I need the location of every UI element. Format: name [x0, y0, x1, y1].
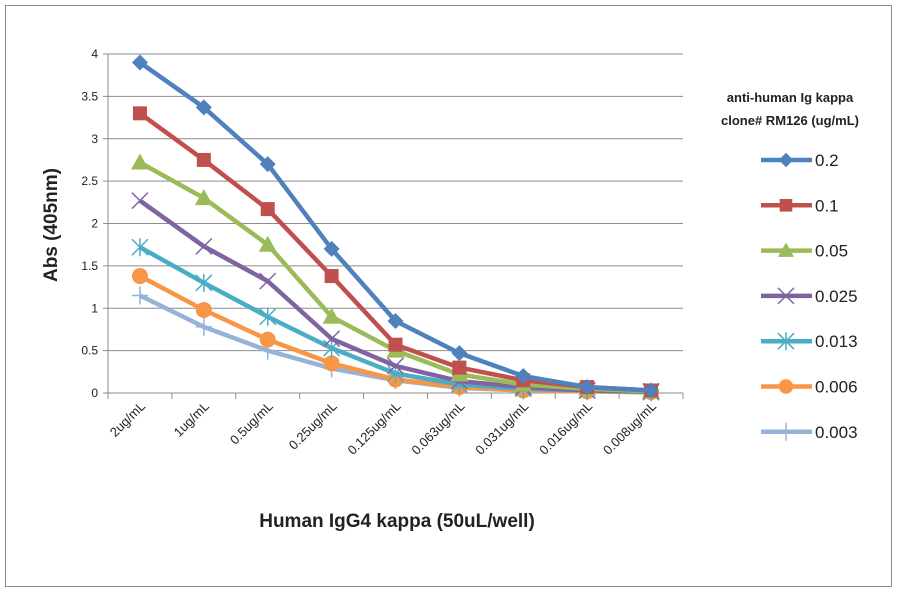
legend-item-0.1: 0.1	[761, 196, 839, 215]
data-point-diamond	[259, 156, 276, 173]
data-point-circle	[195, 301, 212, 318]
data-point-square	[132, 106, 147, 121]
legend: anti-human Ig kappa clone# RM126 (ug/mL)…	[721, 90, 859, 442]
data-point-diamond	[643, 382, 660, 399]
data-point-star	[259, 307, 277, 326]
legend-item-0.2: 0.2	[761, 151, 839, 170]
legend-label: 0.006	[815, 378, 858, 397]
data-point-x	[777, 287, 795, 305]
data-point-plus	[778, 422, 794, 441]
data-point-diamond	[451, 345, 468, 362]
data-point-circle	[259, 331, 276, 348]
data-point-diamond	[515, 368, 532, 385]
data-point-star	[131, 238, 149, 257]
y-tick-label: 1	[91, 301, 98, 315]
x-tick-label: 0.016ug/mL	[536, 399, 595, 458]
chart-frame	[5, 5, 892, 587]
y-axis-title: Abs (405nm)	[41, 168, 62, 282]
series-0.2	[131, 54, 660, 399]
y-tick-label: 1.5	[81, 259, 98, 273]
legend-label: 0.05	[815, 242, 848, 261]
y-tick-label: 2.5	[81, 174, 98, 188]
legend-item-0.05: 0.05	[761, 242, 848, 261]
data-point-square	[388, 337, 403, 352]
y-tick-label: 2	[91, 217, 98, 231]
y-tick-labels: 0 0.5 1 1.5 2 2.5 3 3.5 4	[81, 47, 98, 400]
data-point-triangle	[194, 189, 213, 206]
series-lines	[130, 54, 661, 402]
x-tick-label: 2ug/mL	[107, 399, 148, 440]
y-tick-label: 4	[91, 47, 98, 61]
data-point-x	[386, 357, 405, 375]
legend-label: 0.013	[815, 332, 858, 351]
y-tick-label: 0	[91, 386, 98, 400]
data-point-x	[195, 237, 213, 255]
data-point-x	[259, 272, 277, 290]
legend-title-line-2: clone# RM126 (ug/mL)	[721, 113, 859, 128]
data-point-star	[195, 273, 213, 292]
data-point-square	[324, 269, 339, 284]
legend-title-line-1: anti-human Ig kappa	[727, 90, 854, 105]
legend-item-0.025: 0.025	[761, 287, 858, 306]
y-tick-label: 3.5	[81, 89, 98, 103]
y-tick-label: 0.5	[81, 344, 98, 358]
x-tick-label: 0.125ug/mL	[344, 399, 403, 458]
legend-item-0.006: 0.006	[761, 378, 858, 397]
x-tick-label: 0.008ug/mL	[600, 399, 659, 458]
x-tick-labels: 2ug/mL 1ug/mL 0.5ug/mL 0.25ug/mL 0.125ug/mL 0…	[107, 399, 659, 458]
data-point-diamond	[323, 240, 340, 257]
data-point-diamond	[778, 152, 794, 168]
data-point-triangle	[258, 235, 277, 252]
legend-label: 0.025	[815, 287, 858, 306]
data-point-diamond	[387, 312, 404, 329]
x-tick-label: 0.5ug/mL	[227, 399, 276, 448]
data-point-circle	[131, 268, 148, 285]
data-point-star	[777, 332, 795, 351]
legend-item-0.013: 0.013	[761, 332, 858, 351]
legend-item-0.003: 0.003	[761, 423, 858, 442]
data-point-triangle	[777, 242, 795, 257]
x-tick-label: 0.031ug/mL	[472, 399, 531, 458]
data-point-diamond	[195, 99, 212, 116]
data-point-triangle	[322, 307, 341, 324]
data-point-diamond	[131, 54, 148, 71]
x-tick-label: 1ug/mL	[171, 399, 212, 440]
data-point-square	[196, 152, 211, 167]
x-tick-label: 0.25ug/mL	[286, 399, 340, 453]
data-point-square	[452, 360, 467, 375]
data-point-plus	[195, 317, 212, 336]
data-point-circle	[778, 379, 794, 394]
x-tick-label: 0.063ug/mL	[408, 399, 467, 458]
data-point-square	[779, 199, 793, 212]
y-tick-label: 3	[91, 132, 98, 146]
legend-label: 0.1	[815, 196, 839, 215]
data-point-diamond	[579, 379, 596, 396]
data-point-x	[131, 192, 149, 210]
legend-label: 0.2	[815, 151, 839, 170]
series-line	[138, 198, 652, 394]
data-point-triangle	[130, 153, 149, 170]
data-point-square	[260, 202, 275, 217]
data-point-plus	[131, 286, 148, 305]
data-point-circle	[323, 355, 340, 372]
legend-label: 0.003	[815, 423, 858, 442]
x-axis-title: Human IgG4 kappa (50uL/well)	[259, 511, 535, 532]
data-point-x	[323, 330, 341, 348]
